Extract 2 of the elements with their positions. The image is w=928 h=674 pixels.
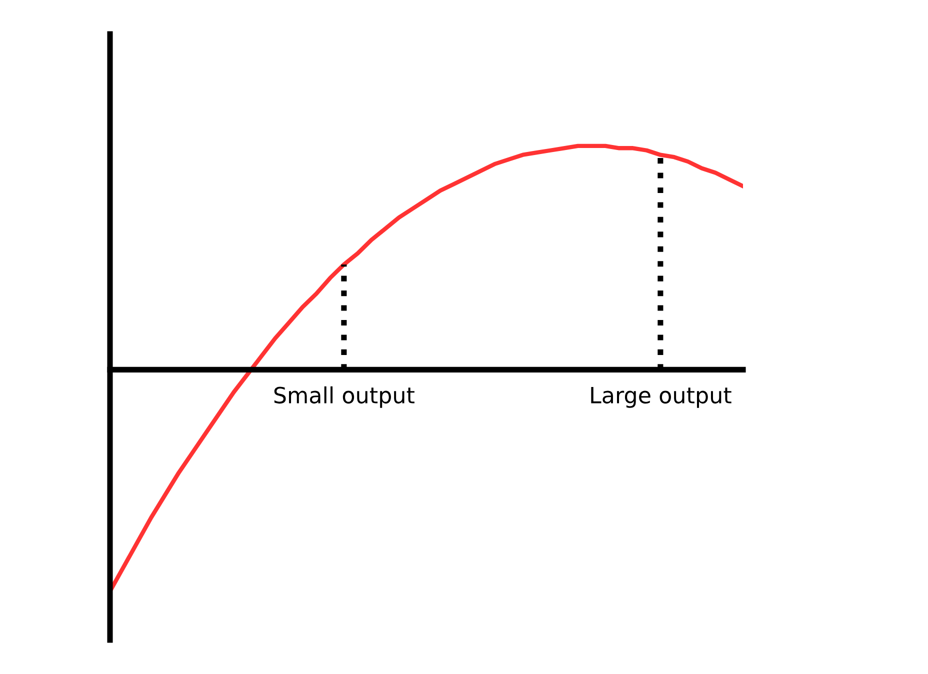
x-tick-label: Large output (591, 387, 732, 408)
x-tick-label: Small output (274, 386, 414, 408)
